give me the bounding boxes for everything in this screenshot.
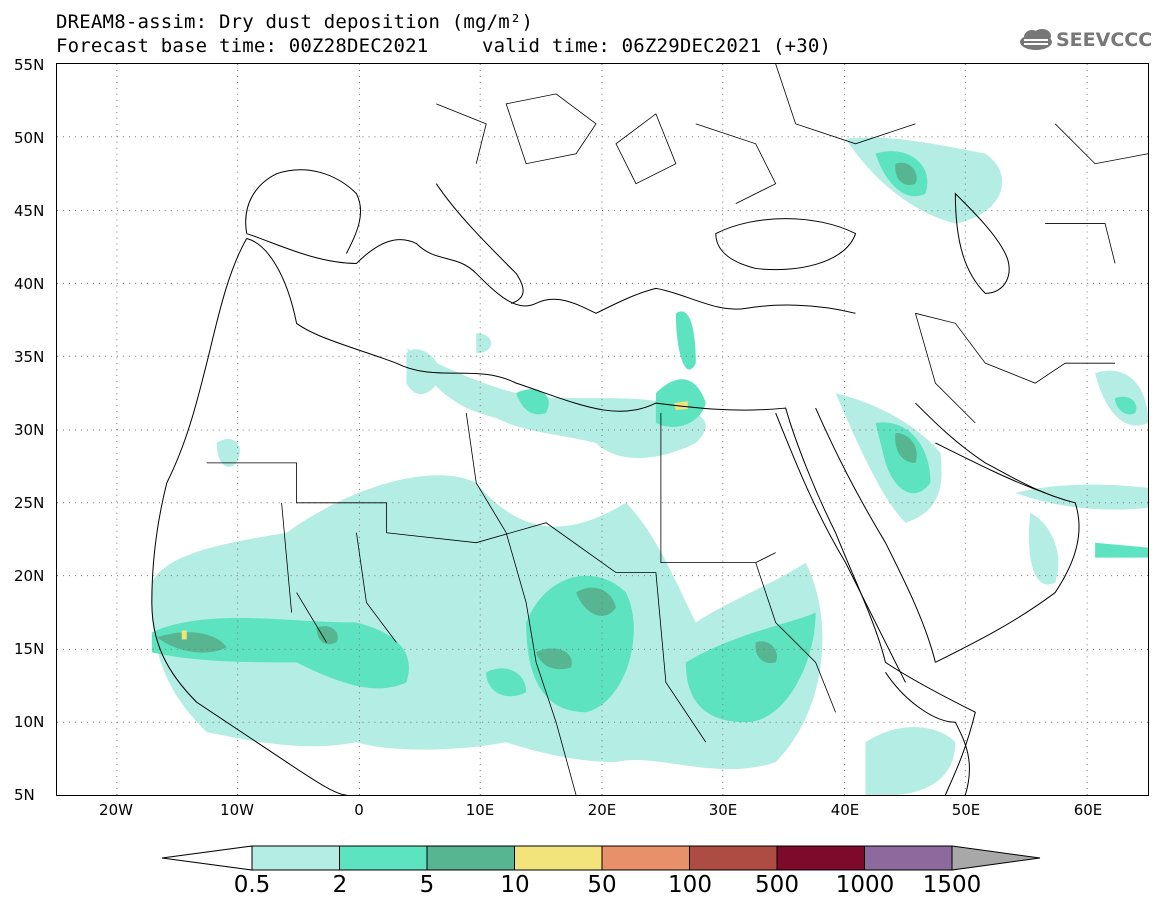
colorbar-cell xyxy=(601,845,690,871)
colorbar-label: 500 xyxy=(755,872,799,898)
colorbar-label: 1500 xyxy=(922,872,982,898)
colorbar-cell xyxy=(514,845,603,871)
colorbar-cell xyxy=(689,845,778,871)
lon-label: 50E xyxy=(951,801,981,819)
colorbar-label: 100 xyxy=(668,872,712,898)
lon-label: 0 xyxy=(354,801,364,819)
lat-label: 35N xyxy=(14,348,45,366)
lon-label: 20W xyxy=(99,801,133,819)
lon-label: 40E xyxy=(830,801,860,819)
map-title: DREAM8-assim: Dry dust deposition (mg/m²… xyxy=(56,11,534,33)
colorbar-cell xyxy=(776,845,865,871)
graticule xyxy=(57,64,1148,795)
colorbar-label: 10 xyxy=(500,872,530,898)
colorbar-label: 1000 xyxy=(835,872,895,898)
colorbar-cell xyxy=(426,845,515,871)
map-panel xyxy=(56,63,1149,796)
lat-label: 10N xyxy=(14,713,45,731)
lat-label: 5N xyxy=(14,786,35,804)
lat-label: 30N xyxy=(14,421,45,439)
lon-label: 10E xyxy=(465,801,495,819)
lon-label: 10W xyxy=(220,801,254,819)
lon-label: 30E xyxy=(708,801,738,819)
colorbar-label: 50 xyxy=(587,872,617,898)
lat-label: 55N xyxy=(14,56,45,74)
lon-label: 60E xyxy=(1073,801,1103,819)
lon-label: 20E xyxy=(587,801,617,819)
lat-label: 25N xyxy=(14,494,45,512)
borders xyxy=(206,64,1148,795)
lat-label: 50N xyxy=(14,129,45,147)
dust-field xyxy=(151,137,1148,795)
logo-text: SEEVCCC xyxy=(1056,29,1153,51)
forecast-base-time: Forecast base time: 00Z28DEC2021 xyxy=(56,35,429,57)
colorbar xyxy=(161,845,1041,871)
colorbar-label: 2 xyxy=(332,872,348,898)
lat-label: 20N xyxy=(14,567,45,585)
colorbar-cell xyxy=(951,845,1041,871)
lat-label: 15N xyxy=(14,640,45,658)
colorbar-label: 0.5 xyxy=(233,872,271,898)
valid-time: valid time: 06Z29DEC2021 (+30) xyxy=(482,35,832,57)
colorbar-cell xyxy=(864,845,953,871)
lat-label: 40N xyxy=(14,275,45,293)
colorbar-cell xyxy=(161,845,253,871)
cloud-logo-icon xyxy=(1020,29,1052,50)
coastlines xyxy=(151,169,1080,795)
colorbar-label: 5 xyxy=(419,872,435,898)
colorbar-cell xyxy=(339,845,428,871)
colorbar-cell xyxy=(251,845,340,871)
lat-label: 45N xyxy=(14,202,45,220)
